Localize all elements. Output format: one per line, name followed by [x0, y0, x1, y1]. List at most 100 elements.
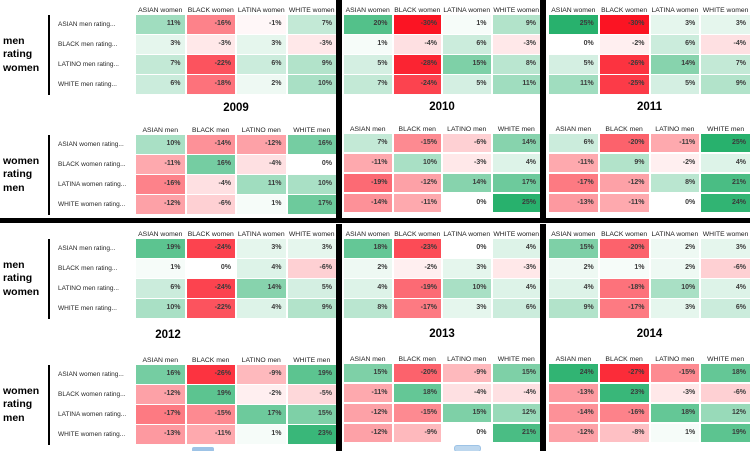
heatmap-cell: 7% — [344, 75, 392, 94]
group-label: women rating men — [3, 385, 40, 424]
heatmap-cell: 4% — [549, 279, 598, 298]
heatmap-cell: 20% — [344, 15, 392, 34]
heatmap-cell: -6% — [186, 195, 235, 214]
group-divider-line — [48, 15, 50, 95]
year-panel-2010: ASIAN women BLACK women LATINA women WHITE … — [342, 0, 540, 218]
heatmap-cell: 10% — [393, 153, 441, 172]
heatmap-grid: 7% -15% -6% 14% -11% 10% -3% 4% -19% -12% 14% 17% -1… — [344, 133, 540, 212]
column-header: ASIAN men — [142, 127, 178, 134]
column-header: WHITE men — [707, 355, 745, 363]
column-header: BLACK women — [394, 7, 441, 14]
table-2011-men-rating-women: ASIAN women BLACK women LATINA women WHITE … — [549, 2, 750, 94]
heatmap-grid: 16% -26% -9% 19% -12% 19% -2% -5% -17% -15% 17% 15%… — [136, 365, 336, 445]
heatmap-cell: -4% — [186, 175, 235, 194]
heatmap-cell: 5% — [443, 75, 491, 94]
table-2013-men-rating-women: ASIAN women BLACK women LATINA women WHITE … — [344, 226, 540, 318]
heatmap-grid: 25% -30% 3% 3% 0% -2% 6% -4% 5% -26% 14% 7% 11% -25% 5… — [549, 15, 750, 94]
table-2014-men-rating-women: ASIAN women BLACK women LATINA women WHITE … — [549, 226, 750, 318]
heatmap-cell: -3% — [186, 35, 235, 54]
column-header: BLACK men — [192, 357, 230, 364]
heatmap-cell: 8% — [344, 299, 392, 318]
year-row-top: men rating women ASIAN men rating... BLACK… — [0, 0, 750, 218]
heatmap-cell: 6% — [650, 35, 700, 54]
heatmap-cell: 2% — [549, 259, 598, 278]
table-2014-women-rating-men: ASIAN men BLACK men LATINO men WHITE men 24%… — [549, 351, 750, 442]
heatmap-cell: -11% — [393, 193, 441, 212]
year-label: 2011 — [637, 100, 662, 113]
heatmap-cell: 3% — [443, 299, 491, 318]
heatmap-cell: 10% — [287, 175, 336, 194]
year-panel-2012: men rating women ASIAN men rating... BLACK… — [0, 224, 336, 451]
heatmap-cell: -19% — [393, 279, 441, 298]
column-header: LATINO men — [241, 127, 281, 134]
heatmap-cell: -25% — [599, 75, 649, 94]
group-label: men rating women — [3, 35, 40, 74]
column-header: WHITE men — [293, 357, 331, 364]
row-label-column: ASIAN women rating... BLACK women rating.… — [50, 365, 136, 445]
heatmap-cell: 19% — [287, 365, 336, 384]
heatmap-cell: 18% — [650, 403, 700, 422]
heatmap-cell: -4% — [393, 35, 441, 54]
heatmap-cell: 1% — [344, 35, 392, 54]
heatmap-cell: 1% — [237, 425, 286, 444]
heatmap-cell: -3% — [492, 259, 540, 278]
heatmap-cell: -24% — [393, 75, 441, 94]
year-panel-2011: ASIAN women BLACK women LATINA women WHITE … — [546, 0, 750, 218]
heatmap-cell: 0% — [443, 423, 491, 442]
column-header: LATINA women — [443, 231, 491, 238]
column-header-row: ASIAN women BLACK women LATINA women WHITE … — [136, 2, 336, 15]
heatmap-cell: 4% — [492, 153, 540, 172]
heatmap-cell: -17% — [599, 299, 649, 318]
year-label: 2014 — [636, 327, 663, 340]
column-header: WHITE men — [707, 125, 745, 133]
heatmap-cell: 12% — [492, 403, 540, 422]
heatmap-cell: -18% — [599, 279, 649, 298]
heatmap-cell: 3% — [701, 239, 750, 258]
heatmap-cell: -11% — [344, 383, 392, 402]
heatmap-cell: 2% — [650, 259, 700, 278]
table-2010-women-rating-men: ASIAN men BLACK men LATINO men WHITE men 7% -… — [344, 121, 540, 212]
heatmap-cell: -5% — [287, 385, 336, 404]
heatmap-cell: 25% — [701, 133, 750, 152]
heatmap-cell: 1% — [650, 423, 700, 442]
heatmap-cell: 15% — [443, 55, 491, 74]
heatmap-cell: -11% — [344, 153, 392, 172]
heatmap-cell: -15% — [650, 363, 700, 382]
column-header: BLACK men — [398, 125, 436, 133]
heatmap-cell: 0% — [443, 193, 491, 212]
row-label: WHITE women rating... — [58, 431, 126, 438]
group-divider-line — [48, 365, 50, 445]
heatmap-cell: -9% — [237, 365, 286, 384]
heatmap-cell: -30% — [599, 15, 649, 34]
heatmap-cell: 11% — [549, 75, 598, 94]
heatmap-cell: 14% — [492, 133, 540, 152]
heatmap-cell: -19% — [344, 173, 392, 192]
heatmap-cell: -14% — [549, 403, 598, 422]
heatmap-cell: 9% — [701, 75, 750, 94]
year-label: 2009 — [223, 102, 249, 114]
heatmap-cell: -17% — [549, 173, 598, 192]
table-2009-women-rating-men: women rating men ASIAN women rating... BLA… — [0, 122, 336, 215]
heatmap-cell: -6% — [287, 259, 336, 278]
column-header: ASIAN women — [138, 7, 183, 14]
heatmap-cell: -2% — [599, 35, 649, 54]
heatmap-cell: 3% — [443, 259, 491, 278]
heatmap-cell: 0% — [443, 239, 491, 258]
panel-divider-vertical — [336, 224, 342, 451]
heatmap-cell: 6% — [237, 55, 286, 74]
column-header: BLACK women — [394, 231, 441, 238]
heatmap-cell: -30% — [393, 15, 441, 34]
panel-divider-horizontal — [0, 218, 750, 223]
table-2011-women-rating-men: ASIAN men BLACK men LATINO men WHITE men 6% -… — [549, 121, 750, 212]
heatmap-cell: 18% — [393, 383, 441, 402]
heatmap-cell: 5% — [650, 75, 700, 94]
row-label: BLACK men rating... — [58, 265, 118, 272]
heatmap-cell: -27% — [599, 363, 649, 382]
heatmap-cell: 1% — [443, 15, 491, 34]
heatmap-cell: -20% — [599, 239, 649, 258]
column-header: ASIAN men — [349, 355, 386, 363]
heatmap-cell: 7% — [344, 133, 392, 152]
heatmap-cell: 3% — [237, 239, 286, 258]
heatmap-cell: 3% — [701, 15, 750, 34]
column-header: LATINO men — [655, 125, 695, 133]
